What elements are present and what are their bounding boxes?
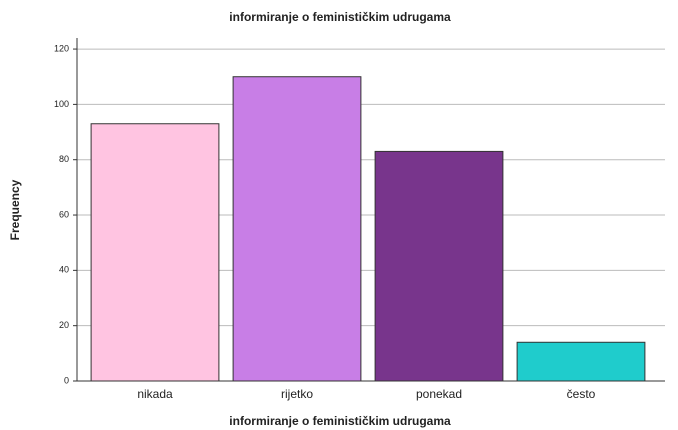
bar: [516, 341, 646, 382]
x-tick-label: ponekad: [416, 387, 462, 401]
y-tick-label: 40: [59, 265, 69, 275]
bar: [90, 123, 220, 382]
y-axis-label: Frequency: [8, 179, 22, 240]
y-tick-label: 60: [59, 209, 69, 219]
y-tick-label: 80: [59, 154, 69, 164]
y-tick-label: 20: [59, 320, 69, 330]
x-tick-label: često: [567, 387, 596, 401]
x-tick-label: rijetko: [281, 387, 313, 401]
y-tick-label: 100: [54, 99, 69, 109]
x-tick-label: nikada: [137, 387, 173, 401]
y-tick-label: 120: [54, 43, 69, 53]
y-tick-label: 0: [64, 375, 69, 385]
chart-title: informiranje o feminističkim udrugama: [229, 10, 451, 24]
bar: [374, 150, 504, 382]
bar: [232, 76, 362, 382]
x-axis-label: informiranje o feminističkim udrugama: [229, 414, 451, 428]
